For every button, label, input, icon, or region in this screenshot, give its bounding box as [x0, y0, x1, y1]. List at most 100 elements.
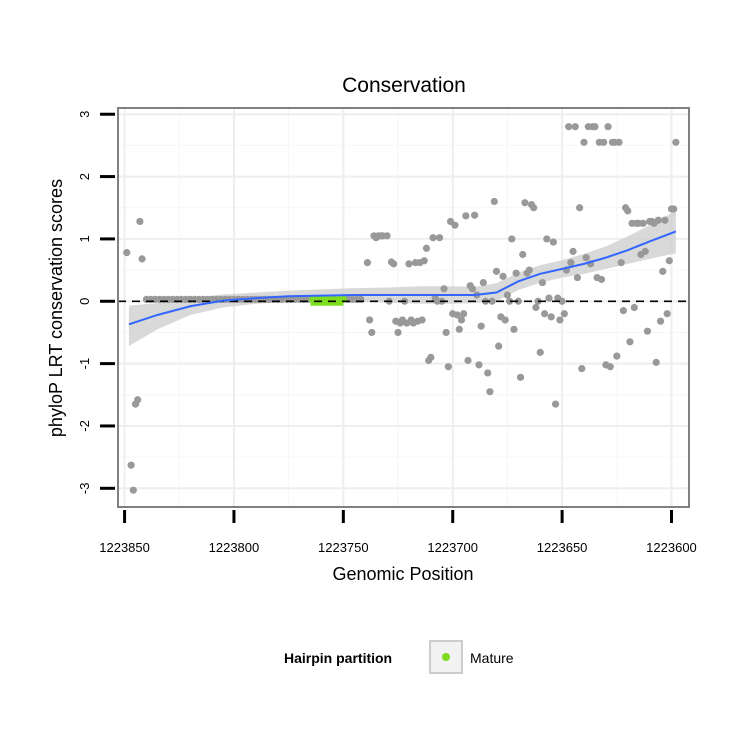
data-point — [418, 316, 426, 324]
data-point — [427, 353, 435, 361]
data-point — [468, 285, 477, 293]
data-point — [512, 269, 520, 277]
y-tick-label: -3 — [77, 483, 92, 495]
y-tick-label: 2 — [77, 173, 92, 180]
data-point — [495, 342, 503, 350]
data-point — [670, 205, 678, 213]
data-point — [383, 232, 391, 240]
data-point — [556, 316, 564, 324]
data-point — [499, 272, 507, 280]
data-point — [547, 313, 555, 321]
data-point — [591, 123, 599, 131]
y-axis-title: phyloP LRT conservation scores — [46, 179, 66, 437]
data-point — [565, 123, 573, 131]
data-point — [405, 260, 413, 268]
data-point — [129, 486, 137, 494]
data-point — [619, 307, 627, 315]
data-point — [604, 123, 612, 131]
data-point — [394, 328, 402, 337]
x-tick-label: 1223600 — [646, 540, 697, 555]
data-point — [541, 310, 549, 318]
y-axis: 3 2 1 0 -1 -2 -3 — [77, 111, 115, 494]
data-point — [475, 361, 483, 369]
data-point — [643, 327, 652, 335]
data-point — [663, 310, 671, 318]
data-point — [488, 297, 496, 305]
x-tick-label: 1223700 — [427, 540, 478, 555]
data-point — [123, 249, 131, 257]
data-point — [656, 317, 665, 325]
data-point — [486, 388, 494, 396]
data-point — [659, 267, 667, 275]
data-point — [460, 310, 468, 318]
data-point — [573, 273, 582, 282]
data-point — [471, 211, 479, 219]
data-point — [665, 257, 673, 265]
data-point — [543, 235, 551, 243]
data-point — [508, 235, 516, 243]
x-tick-label: 1223650 — [537, 540, 588, 555]
data-point — [134, 396, 142, 404]
data-point — [580, 138, 588, 146]
data-point — [630, 303, 638, 312]
data-point — [571, 123, 579, 131]
data-point — [368, 328, 376, 337]
data-point — [597, 275, 606, 284]
data-point — [582, 254, 590, 262]
y-tick-label: 3 — [77, 111, 92, 118]
plot-panel — [117, 107, 690, 508]
legend-title: Hairpin partition — [284, 650, 392, 666]
data-point — [363, 259, 372, 267]
data-point — [501, 316, 509, 324]
data-point — [506, 297, 514, 305]
data-point — [442, 328, 450, 337]
data-point — [569, 247, 577, 255]
y-tick-label: -1 — [77, 358, 92, 370]
data-point — [429, 234, 437, 242]
data-point — [567, 259, 575, 267]
data-point — [578, 364, 586, 373]
x-axis: 1223850 1223800 1223750 1223700 1223650 12236… — [99, 510, 697, 555]
data-point — [490, 197, 498, 206]
data-point — [440, 285, 448, 293]
data-point — [536, 348, 544, 356]
data-point — [600, 138, 608, 146]
data-point — [672, 138, 680, 146]
panel-border — [117, 107, 690, 508]
data-point — [606, 363, 614, 371]
data-point — [617, 259, 625, 267]
data-point — [545, 294, 553, 302]
data-point — [639, 219, 647, 227]
data-point — [532, 303, 540, 312]
chart-title: Conservation — [342, 74, 466, 97]
data-point — [492, 267, 501, 275]
x-tick-label: 1223750 — [318, 540, 369, 555]
smooth-line — [128, 230, 677, 326]
data-point — [521, 199, 529, 207]
legend-label-mature: Mature — [470, 650, 514, 666]
data-point — [136, 217, 144, 226]
data-point — [477, 322, 485, 330]
data-point — [615, 138, 623, 146]
y-tick-label: 1 — [77, 235, 92, 242]
data-point — [451, 221, 459, 229]
data-point — [503, 291, 512, 299]
y-tick-label: 0 — [77, 298, 92, 305]
data-point — [453, 311, 461, 319]
data-point — [654, 216, 662, 224]
data-point — [525, 266, 533, 274]
data-point — [444, 363, 452, 371]
legend: Hairpin partition Mature — [284, 640, 514, 674]
data-point — [652, 358, 660, 366]
data-point — [127, 461, 135, 469]
y-tick-label: -2 — [77, 420, 92, 432]
data-point — [613, 352, 621, 360]
data-point — [558, 297, 566, 305]
data-point — [365, 316, 374, 324]
x-axis-title: Genomic Position — [332, 564, 473, 584]
data-point — [422, 244, 431, 252]
data-point — [661, 216, 669, 224]
data-point — [455, 325, 463, 333]
data-point — [551, 400, 560, 408]
